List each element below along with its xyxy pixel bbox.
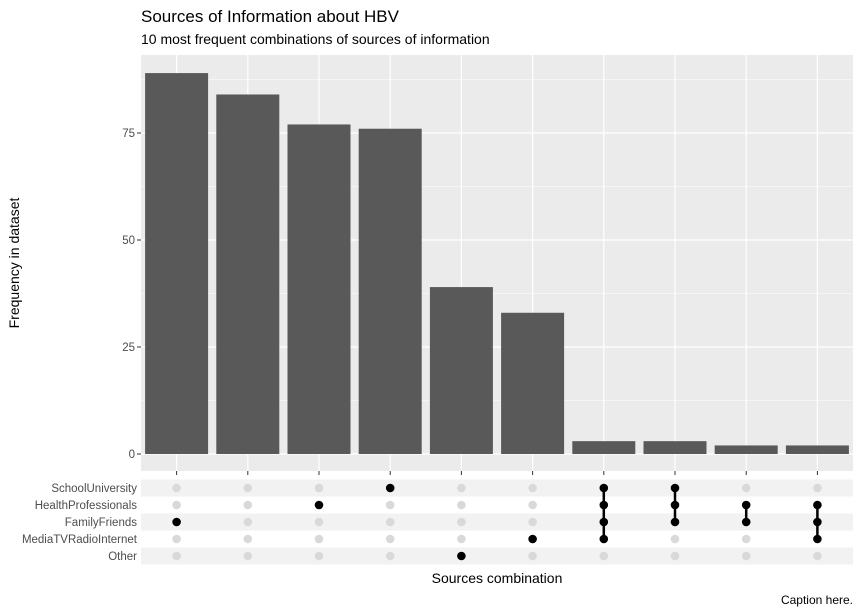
membership-dot-empty bbox=[528, 500, 537, 510]
set-label: HealthProfessionals bbox=[35, 500, 138, 512]
membership-dot-filled bbox=[670, 500, 680, 510]
bar bbox=[501, 312, 565, 454]
y-tick-label: 75 bbox=[122, 128, 135, 140]
membership-dot-filled bbox=[599, 517, 609, 527]
y-axis: 0 25 50 75 bbox=[122, 128, 818, 475]
membership-dot-empty bbox=[741, 551, 751, 561]
membership-dot-empty bbox=[670, 534, 680, 544]
membership-dot-empty bbox=[385, 500, 395, 510]
y-tick-label: 50 bbox=[122, 235, 135, 247]
bar bbox=[216, 94, 280, 454]
membership-dot-empty bbox=[385, 534, 395, 544]
membership-dot-filled bbox=[528, 534, 537, 544]
membership-dot-empty bbox=[528, 551, 537, 561]
membership-dot-empty bbox=[314, 483, 324, 493]
membership-dot-filled bbox=[741, 517, 751, 527]
membership-dot-empty bbox=[172, 534, 181, 544]
bar bbox=[714, 445, 778, 454]
membership-dot-empty bbox=[457, 483, 466, 493]
membership-dot-empty bbox=[741, 483, 751, 493]
y-axis-title: Frequency in dataset bbox=[6, 198, 22, 329]
membership-dot-empty bbox=[813, 483, 822, 493]
membership-dot-empty bbox=[670, 551, 680, 561]
membership-dot-empty bbox=[243, 551, 253, 561]
membership-dot-filled bbox=[741, 500, 751, 510]
bar bbox=[358, 128, 422, 454]
membership-dot-filled bbox=[813, 534, 822, 544]
membership-dot-empty bbox=[599, 551, 609, 561]
set-label: FamilyFriends bbox=[65, 517, 137, 529]
membership-dot-empty bbox=[172, 551, 181, 561]
membership-dot-filled bbox=[599, 534, 609, 544]
membership-dot-empty bbox=[314, 551, 324, 561]
membership-dot-empty bbox=[243, 500, 253, 510]
membership-dot-empty bbox=[741, 534, 751, 544]
membership-dot-empty bbox=[457, 517, 466, 527]
set-label: Other bbox=[108, 551, 137, 563]
membership-dot-filled bbox=[670, 483, 680, 493]
membership-dot-filled bbox=[813, 517, 822, 527]
membership-dot-empty bbox=[243, 534, 253, 544]
membership-dot-empty bbox=[314, 534, 324, 544]
y-tick-label: 25 bbox=[122, 342, 135, 354]
membership-dot-filled bbox=[314, 500, 324, 510]
membership-dot-empty bbox=[813, 551, 822, 561]
membership-dot-empty bbox=[385, 551, 395, 561]
membership-dot-empty bbox=[172, 500, 181, 510]
bar bbox=[287, 124, 351, 454]
bar bbox=[145, 73, 209, 454]
bar bbox=[572, 441, 636, 454]
membership-dot-empty bbox=[528, 483, 537, 493]
set-label: MediaTVRadioInternet bbox=[22, 534, 138, 546]
bar bbox=[785, 445, 849, 454]
chart-title: Sources of Information about HBV bbox=[141, 7, 400, 26]
membership-dot-filled bbox=[670, 517, 680, 527]
membership-dot-empty bbox=[457, 500, 466, 510]
membership-dot-filled bbox=[813, 500, 822, 510]
chart-caption: Caption here. bbox=[781, 593, 853, 607]
membership-dot-filled bbox=[599, 483, 609, 493]
membership-dot-filled bbox=[172, 517, 181, 527]
membership-dot-empty bbox=[457, 534, 466, 544]
set-label: SchoolUniversity bbox=[51, 483, 137, 495]
x-axis-title: Sources combination bbox=[432, 570, 563, 586]
bar bbox=[429, 287, 493, 454]
membership-dot-empty bbox=[528, 517, 537, 527]
membership-dot-filled bbox=[385, 483, 395, 493]
membership-dot-empty bbox=[385, 517, 395, 527]
membership-dot-empty bbox=[243, 517, 253, 527]
membership-dot-empty bbox=[172, 483, 181, 493]
combination-matrix: SchoolUniversity HealthProfessionals Famil… bbox=[22, 479, 853, 565]
bars bbox=[145, 73, 849, 454]
y-tick-label: 0 bbox=[129, 449, 135, 461]
bar bbox=[643, 441, 707, 454]
membership-dot-empty bbox=[243, 483, 253, 493]
membership-dot-filled bbox=[457, 551, 466, 561]
membership-dot-filled bbox=[599, 500, 609, 510]
membership-dot-empty bbox=[314, 517, 324, 527]
chart-subtitle: 10 most frequent combinations of sources… bbox=[141, 31, 490, 47]
